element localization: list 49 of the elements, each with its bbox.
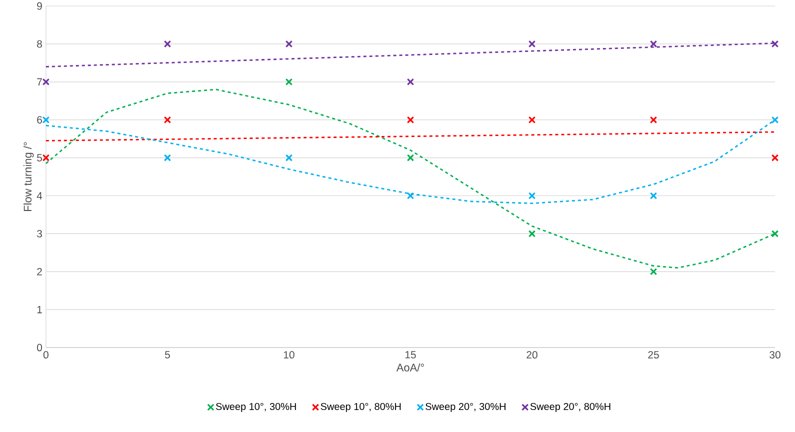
point <box>771 154 779 162</box>
point <box>164 40 172 48</box>
x-tick-label: 10 <box>284 350 294 358</box>
x-tick-label: 15 <box>405 350 416 358</box>
point <box>650 268 658 276</box>
point <box>406 78 414 86</box>
point <box>771 116 779 124</box>
y-tick-label: 6 <box>37 116 42 124</box>
y-tick-label: 2 <box>37 268 42 276</box>
point <box>771 230 779 238</box>
legend-label: Sweep 20°, 80%H <box>530 402 610 412</box>
point <box>650 40 658 48</box>
point <box>771 40 779 48</box>
point <box>42 78 50 86</box>
point <box>164 116 172 124</box>
y-tick-label: 9 <box>37 2 42 10</box>
y-tick-label: 7 <box>37 78 42 86</box>
point <box>42 154 50 162</box>
legend-label: Sweep 10°, 30%H <box>216 402 296 412</box>
point <box>650 192 658 200</box>
x-tick-label: 30 <box>770 350 780 358</box>
y-tick-label: 4 <box>36 192 42 200</box>
point <box>650 116 658 124</box>
y-tick-label: 3 <box>36 230 42 238</box>
line-series <box>45 88 776 268</box>
point <box>528 192 536 200</box>
x-tick-label: 20 <box>526 350 538 358</box>
y-tick-label: 1 <box>37 306 42 313</box>
point <box>164 154 172 162</box>
point <box>528 230 536 238</box>
point <box>406 192 414 200</box>
y-axis-title: Flow turning /° <box>23 142 34 211</box>
point <box>406 154 414 162</box>
point <box>406 116 414 124</box>
point <box>285 78 293 86</box>
point <box>528 116 536 124</box>
legend-label: Sweep 20°, 30%H <box>426 402 506 412</box>
point <box>285 40 293 48</box>
y-tick-label: 8 <box>37 40 42 48</box>
y-tick-label: 5 <box>37 154 42 162</box>
x-tick-label: 0 <box>43 350 48 358</box>
y-tick-label: 0 <box>37 344 42 352</box>
x-tick-label: 25 <box>648 350 659 358</box>
point <box>42 116 50 124</box>
point <box>528 40 536 48</box>
x-axis-title: AoA/° <box>396 363 424 372</box>
legend-label: Sweep 10°, 80%H <box>320 402 401 412</box>
x-tick-label: 5 <box>164 350 170 358</box>
point <box>285 154 293 162</box>
